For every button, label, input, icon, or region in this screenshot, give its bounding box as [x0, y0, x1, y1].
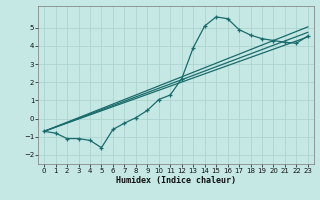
X-axis label: Humidex (Indice chaleur): Humidex (Indice chaleur): [116, 176, 236, 185]
